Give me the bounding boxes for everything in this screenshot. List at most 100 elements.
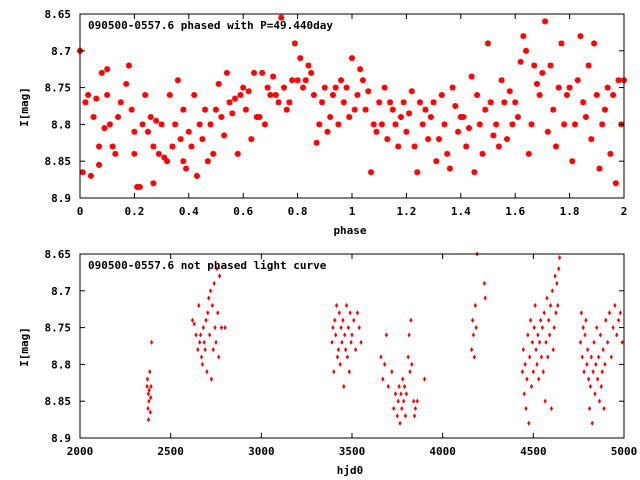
data-point: [520, 369, 525, 375]
x-tick-label: 1.2: [396, 205, 416, 218]
data-point: [339, 325, 343, 331]
data-point-stroke-d2: [411, 143, 418, 150]
plot-frame: [79, 253, 625, 439]
data-point: [474, 91, 481, 98]
data-point: [213, 106, 219, 113]
data-point-stroke-d2: [131, 151, 138, 157]
data-point: [612, 180, 619, 187]
data-point: [520, 33, 527, 40]
y-tick-label: 8.8: [51, 358, 71, 371]
data-point-stroke-d2: [360, 77, 366, 84]
data-point: [331, 325, 335, 331]
data-point-stroke-d2: [237, 92, 244, 98]
data-point-stroke-d2: [210, 151, 217, 157]
data-point-stroke-d2: [526, 151, 532, 157]
data-point-stroke-d2: [403, 128, 410, 135]
data-point-stroke-d2: [96, 143, 102, 150]
data-point: [147, 387, 151, 393]
data-point-stroke-d2: [232, 95, 238, 102]
data-point-stroke-d2: [292, 40, 298, 47]
data-point-stroke-d2: [85, 92, 91, 98]
data-point: [278, 14, 285, 21]
data-point-stroke-d2: [349, 55, 355, 61]
data-point: [433, 158, 440, 165]
data-point: [525, 376, 529, 382]
data-point-stroke-d2: [585, 62, 592, 69]
y-tick-label: 8.7: [51, 45, 71, 58]
data-point: [524, 405, 528, 412]
data-point: [310, 91, 317, 98]
data-point-stroke-d2: [240, 84, 246, 91]
data-point: [521, 347, 525, 353]
data-point-stroke-d2: [496, 143, 502, 150]
data-point: [470, 317, 475, 323]
data-point: [98, 69, 105, 76]
data-point: [117, 99, 124, 106]
data-point: [344, 302, 349, 309]
data-point: [185, 128, 192, 135]
data-point: [209, 376, 214, 382]
data-point: [351, 106, 358, 113]
data-point-stroke-d2: [561, 121, 567, 128]
x-tick-label: 3000: [248, 445, 275, 458]
data-point: [542, 310, 546, 316]
data-point-stroke-d2: [430, 99, 437, 106]
data-point-stroke-d2: [482, 106, 489, 113]
data-point: [592, 339, 596, 345]
data-point: [199, 354, 204, 360]
data-point: [597, 354, 601, 360]
data-point-stroke-d2: [202, 106, 208, 113]
data-point: [294, 77, 301, 84]
data-point: [615, 332, 619, 338]
data-point: [523, 47, 530, 54]
data-point-stroke-d2: [194, 173, 200, 179]
y-axis-label: I[mag]: [18, 87, 31, 127]
data-point-stroke-d2: [419, 121, 426, 128]
data-point: [297, 55, 304, 62]
data-point-stroke-d2: [234, 151, 241, 157]
data-point: [561, 121, 568, 128]
data-point: [242, 106, 249, 113]
data-point: [350, 332, 354, 338]
data-point-stroke-d2: [273, 92, 279, 98]
data-point: [217, 354, 221, 360]
data-point-stroke-d2: [534, 81, 540, 87]
data-point-stroke-d2: [471, 169, 478, 176]
phased-light-curve-chart: 0 0.2 0.4 0.6 0.8 1 1.2 1.4 1.6 1.8 28.658.78.758.…: [18, 8, 627, 237]
data-point: [595, 325, 599, 331]
data-point: [208, 332, 212, 338]
y-axis-label: I[mag]: [18, 327, 31, 367]
data-point-stroke-d2: [180, 158, 187, 164]
data-point: [347, 369, 351, 375]
data-point: [384, 332, 389, 338]
data-point: [606, 339, 610, 345]
data-point-stroke-d2: [392, 121, 399, 128]
data-point: [599, 121, 606, 128]
data-point-stroke-d2: [191, 92, 198, 98]
data-point: [558, 255, 562, 261]
data-point: [334, 302, 339, 309]
data-point: [336, 347, 340, 353]
data-point-stroke-d2: [93, 95, 100, 102]
data-point: [409, 317, 413, 323]
data-point: [203, 347, 207, 353]
data-point: [234, 150, 241, 157]
data-point-stroke-d2: [509, 121, 516, 128]
data-point-stroke-d2: [175, 77, 181, 84]
data-point: [346, 325, 350, 331]
data-point: [611, 325, 615, 331]
data-point: [150, 339, 154, 345]
data-point-stroke-d2: [428, 114, 434, 120]
data-point: [204, 317, 208, 323]
data-point-stroke-d2: [207, 121, 214, 128]
data-point-stroke-d2: [485, 40, 491, 47]
data-point-stroke-d2: [319, 99, 325, 106]
data-point: [340, 339, 344, 345]
data-point: [341, 317, 345, 323]
unphased-light-curve-chart: 2000 2500 3000 3500 4000 4500 50008.658.78.758…: [18, 248, 637, 477]
data-point-stroke-d2: [346, 114, 353, 120]
data-point-stroke-d2: [373, 128, 380, 135]
data-point-stroke-d2: [338, 77, 344, 84]
data-point-stroke-d2: [313, 140, 320, 146]
data-point: [393, 391, 398, 397]
